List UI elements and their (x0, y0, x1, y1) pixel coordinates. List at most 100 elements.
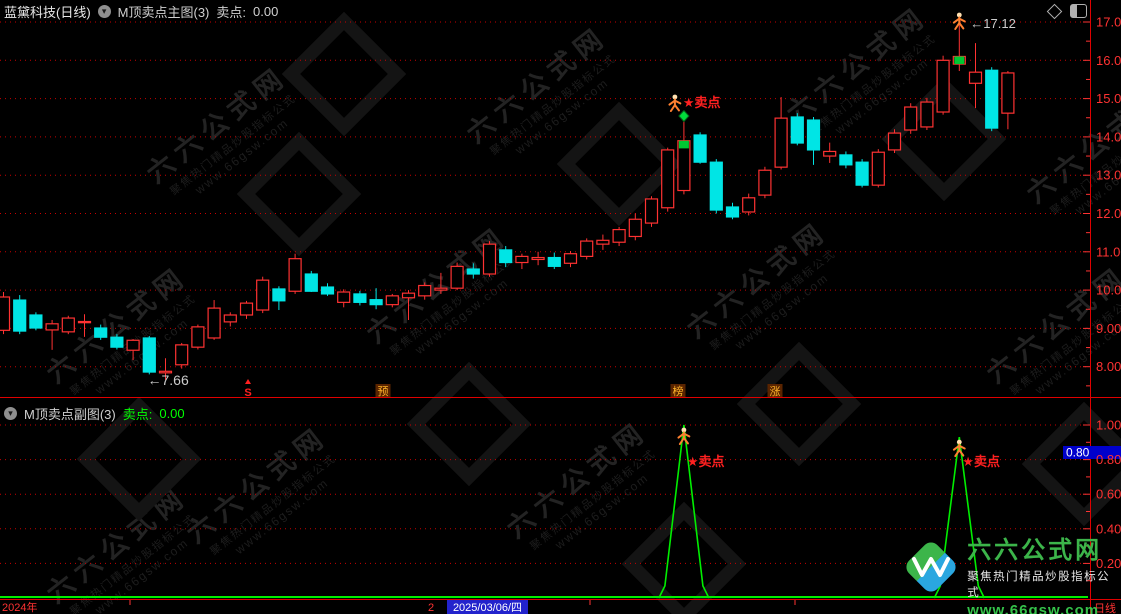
candle (887, 132, 902, 151)
svg-text:13.00: 13.00 (1096, 168, 1121, 183)
candle (596, 239, 610, 245)
candle (661, 149, 675, 209)
candle (126, 339, 140, 351)
indicator-series (0, 424, 1088, 599)
svg-text:14.00: 14.00 (1096, 129, 1121, 144)
main-signal-label: 卖点: (216, 5, 247, 20)
svg-text:15.00: 15.00 (1096, 91, 1121, 106)
chevron-down-icon[interactable] (97, 5, 111, 18)
candle (790, 116, 804, 144)
candle (45, 323, 59, 331)
candle (709, 161, 723, 211)
logo-title: 六六公式网 (967, 537, 1103, 564)
candle (823, 150, 837, 157)
candle (0, 296, 11, 331)
candle (401, 292, 416, 299)
candle (644, 198, 659, 224)
stock-title: 蓝黛科技(日线) (4, 5, 91, 20)
sell-point-label: ★卖点 (683, 95, 721, 110)
period-label: 日线 (1094, 601, 1116, 614)
cursor-date-box: 2025/03/06/四 (453, 602, 522, 614)
svg-text:8.00: 8.00 (1096, 359, 1121, 374)
candle (191, 326, 205, 348)
candle (920, 101, 934, 128)
candle (158, 370, 173, 374)
candle (29, 314, 43, 329)
candle (628, 218, 642, 238)
candle (1001, 72, 1015, 114)
candle (77, 320, 92, 324)
candle (904, 106, 918, 131)
main-panel-header: 蓝黛科技(日线) M顶卖点主图(3) 卖点: 0.00 (4, 2, 278, 21)
svg-text:0.80: 0.80 (1096, 452, 1121, 467)
svg-text:17.00: 17.00 (1096, 15, 1121, 30)
candle (547, 256, 561, 267)
svg-text:1.00: 1.00 (1096, 418, 1121, 433)
main-signal-value: 0.00 (253, 4, 279, 19)
event-flag: S (244, 387, 251, 399)
toolbar-icons (1046, 3, 1087, 19)
candle (774, 117, 788, 168)
candle (320, 286, 335, 295)
signal-markers: ★卖点 ←17.12 ←7.66 ★卖点 ★卖点 (148, 12, 1016, 469)
candle (499, 249, 513, 264)
candle (515, 255, 529, 264)
main-indicator-name[interactable]: M顶卖点主图(3) (117, 5, 210, 20)
candle (839, 154, 853, 166)
candle (466, 268, 480, 275)
split-pane-icon[interactable] (1070, 4, 1087, 18)
cursor-value-box: 0.80 (1066, 446, 1090, 460)
candle (693, 134, 707, 163)
candle (806, 119, 821, 151)
candle (758, 169, 772, 196)
sub-signal-value: 0.00 (159, 406, 185, 421)
candle (580, 240, 594, 257)
svg-text:2: 2 (428, 602, 434, 614)
event-flag: 榜 (673, 384, 684, 398)
candle (725, 206, 740, 218)
candle (207, 307, 221, 339)
falling-person-icon (668, 94, 682, 112)
event-flag: 预 (378, 385, 389, 398)
svg-text:16.00: 16.00 (1096, 53, 1121, 68)
candle (337, 291, 351, 303)
candle (871, 151, 885, 186)
candle (855, 161, 869, 186)
chevron-down-icon[interactable] (4, 407, 17, 420)
candle (385, 295, 399, 306)
svg-text:11.00: 11.00 (1096, 244, 1121, 259)
sub-panel-header: M顶卖点副图(3) 卖点: 0.00 (4, 404, 185, 423)
candle (272, 288, 286, 302)
candle (239, 302, 254, 316)
candle (985, 69, 999, 129)
sub-signal-label: 卖点: (122, 407, 153, 422)
svg-text:12.00: 12.00 (1096, 206, 1121, 221)
svg-text:10.00: 10.00 (1096, 283, 1121, 298)
sub-indicator-name[interactable]: M顶卖点副图(3) (24, 407, 116, 422)
candle (353, 293, 367, 303)
candle (223, 314, 237, 323)
diamond-marker-icon[interactable] (1046, 3, 1063, 19)
candle (142, 337, 156, 373)
candle (175, 344, 189, 366)
candle (94, 327, 108, 338)
low-price-label: ←7.66 (148, 372, 189, 388)
candle (13, 299, 27, 332)
falling-person-icon (677, 427, 691, 445)
sell-point-label: ★卖点 (962, 454, 1000, 469)
svg-text:0.40: 0.40 (1096, 521, 1121, 536)
logo-url[interactable]: www.66gsw.com (967, 601, 1100, 614)
svg-text:0.20: 0.20 (1096, 556, 1121, 571)
candle (256, 279, 270, 311)
candle (434, 287, 448, 291)
candle (450, 265, 464, 289)
candle (531, 256, 545, 261)
sell-point-label: ★卖点 (687, 454, 725, 469)
logo-w-icon (906, 542, 956, 592)
peak-price-label: ←17.12 (970, 16, 1016, 31)
candle (563, 253, 578, 264)
year-label: 2024年 (2, 600, 37, 614)
